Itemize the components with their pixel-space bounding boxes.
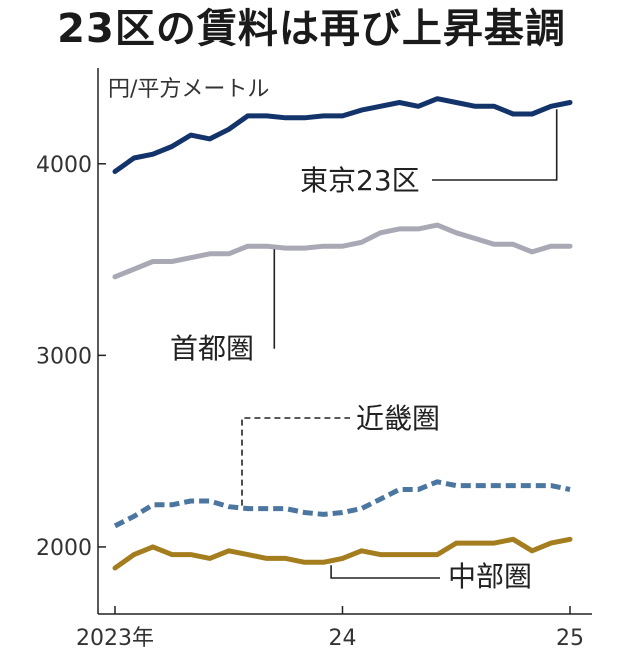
series-label-3: 中部圏 — [448, 560, 532, 593]
series-line-1 — [112, 222, 573, 280]
x-tick-label: 25 — [556, 626, 584, 651]
x-ticks: 2023年 24 25 — [76, 606, 584, 651]
annotation-leader — [432, 109, 558, 181]
series-line-3 — [112, 536, 573, 571]
annotation-leader — [273, 249, 276, 349]
y-tick-label: 2000 — [36, 536, 92, 561]
y-tick-label: 3000 — [36, 344, 92, 369]
y-unit-label: 円/平方メートル — [108, 77, 269, 102]
series-label-0: 東京23区 — [300, 164, 420, 197]
y-ticks: 2000 3000 4000 — [36, 153, 106, 561]
series-line-2 — [113, 479, 571, 529]
annotation-leader — [330, 565, 440, 579]
x-tick-label: 2023年 — [76, 626, 154, 651]
annotation-leader — [241, 417, 350, 506]
series-label-2: 近畿圏 — [356, 402, 440, 435]
x-tick-label: 24 — [329, 626, 357, 651]
y-tick-label: 4000 — [36, 153, 92, 178]
series-lines — [112, 96, 573, 571]
chart-title: 23区の賃料は再び上昇基調 — [57, 6, 566, 52]
series-label-1: 首都圏 — [170, 332, 254, 365]
series-line-0 — [112, 96, 573, 174]
